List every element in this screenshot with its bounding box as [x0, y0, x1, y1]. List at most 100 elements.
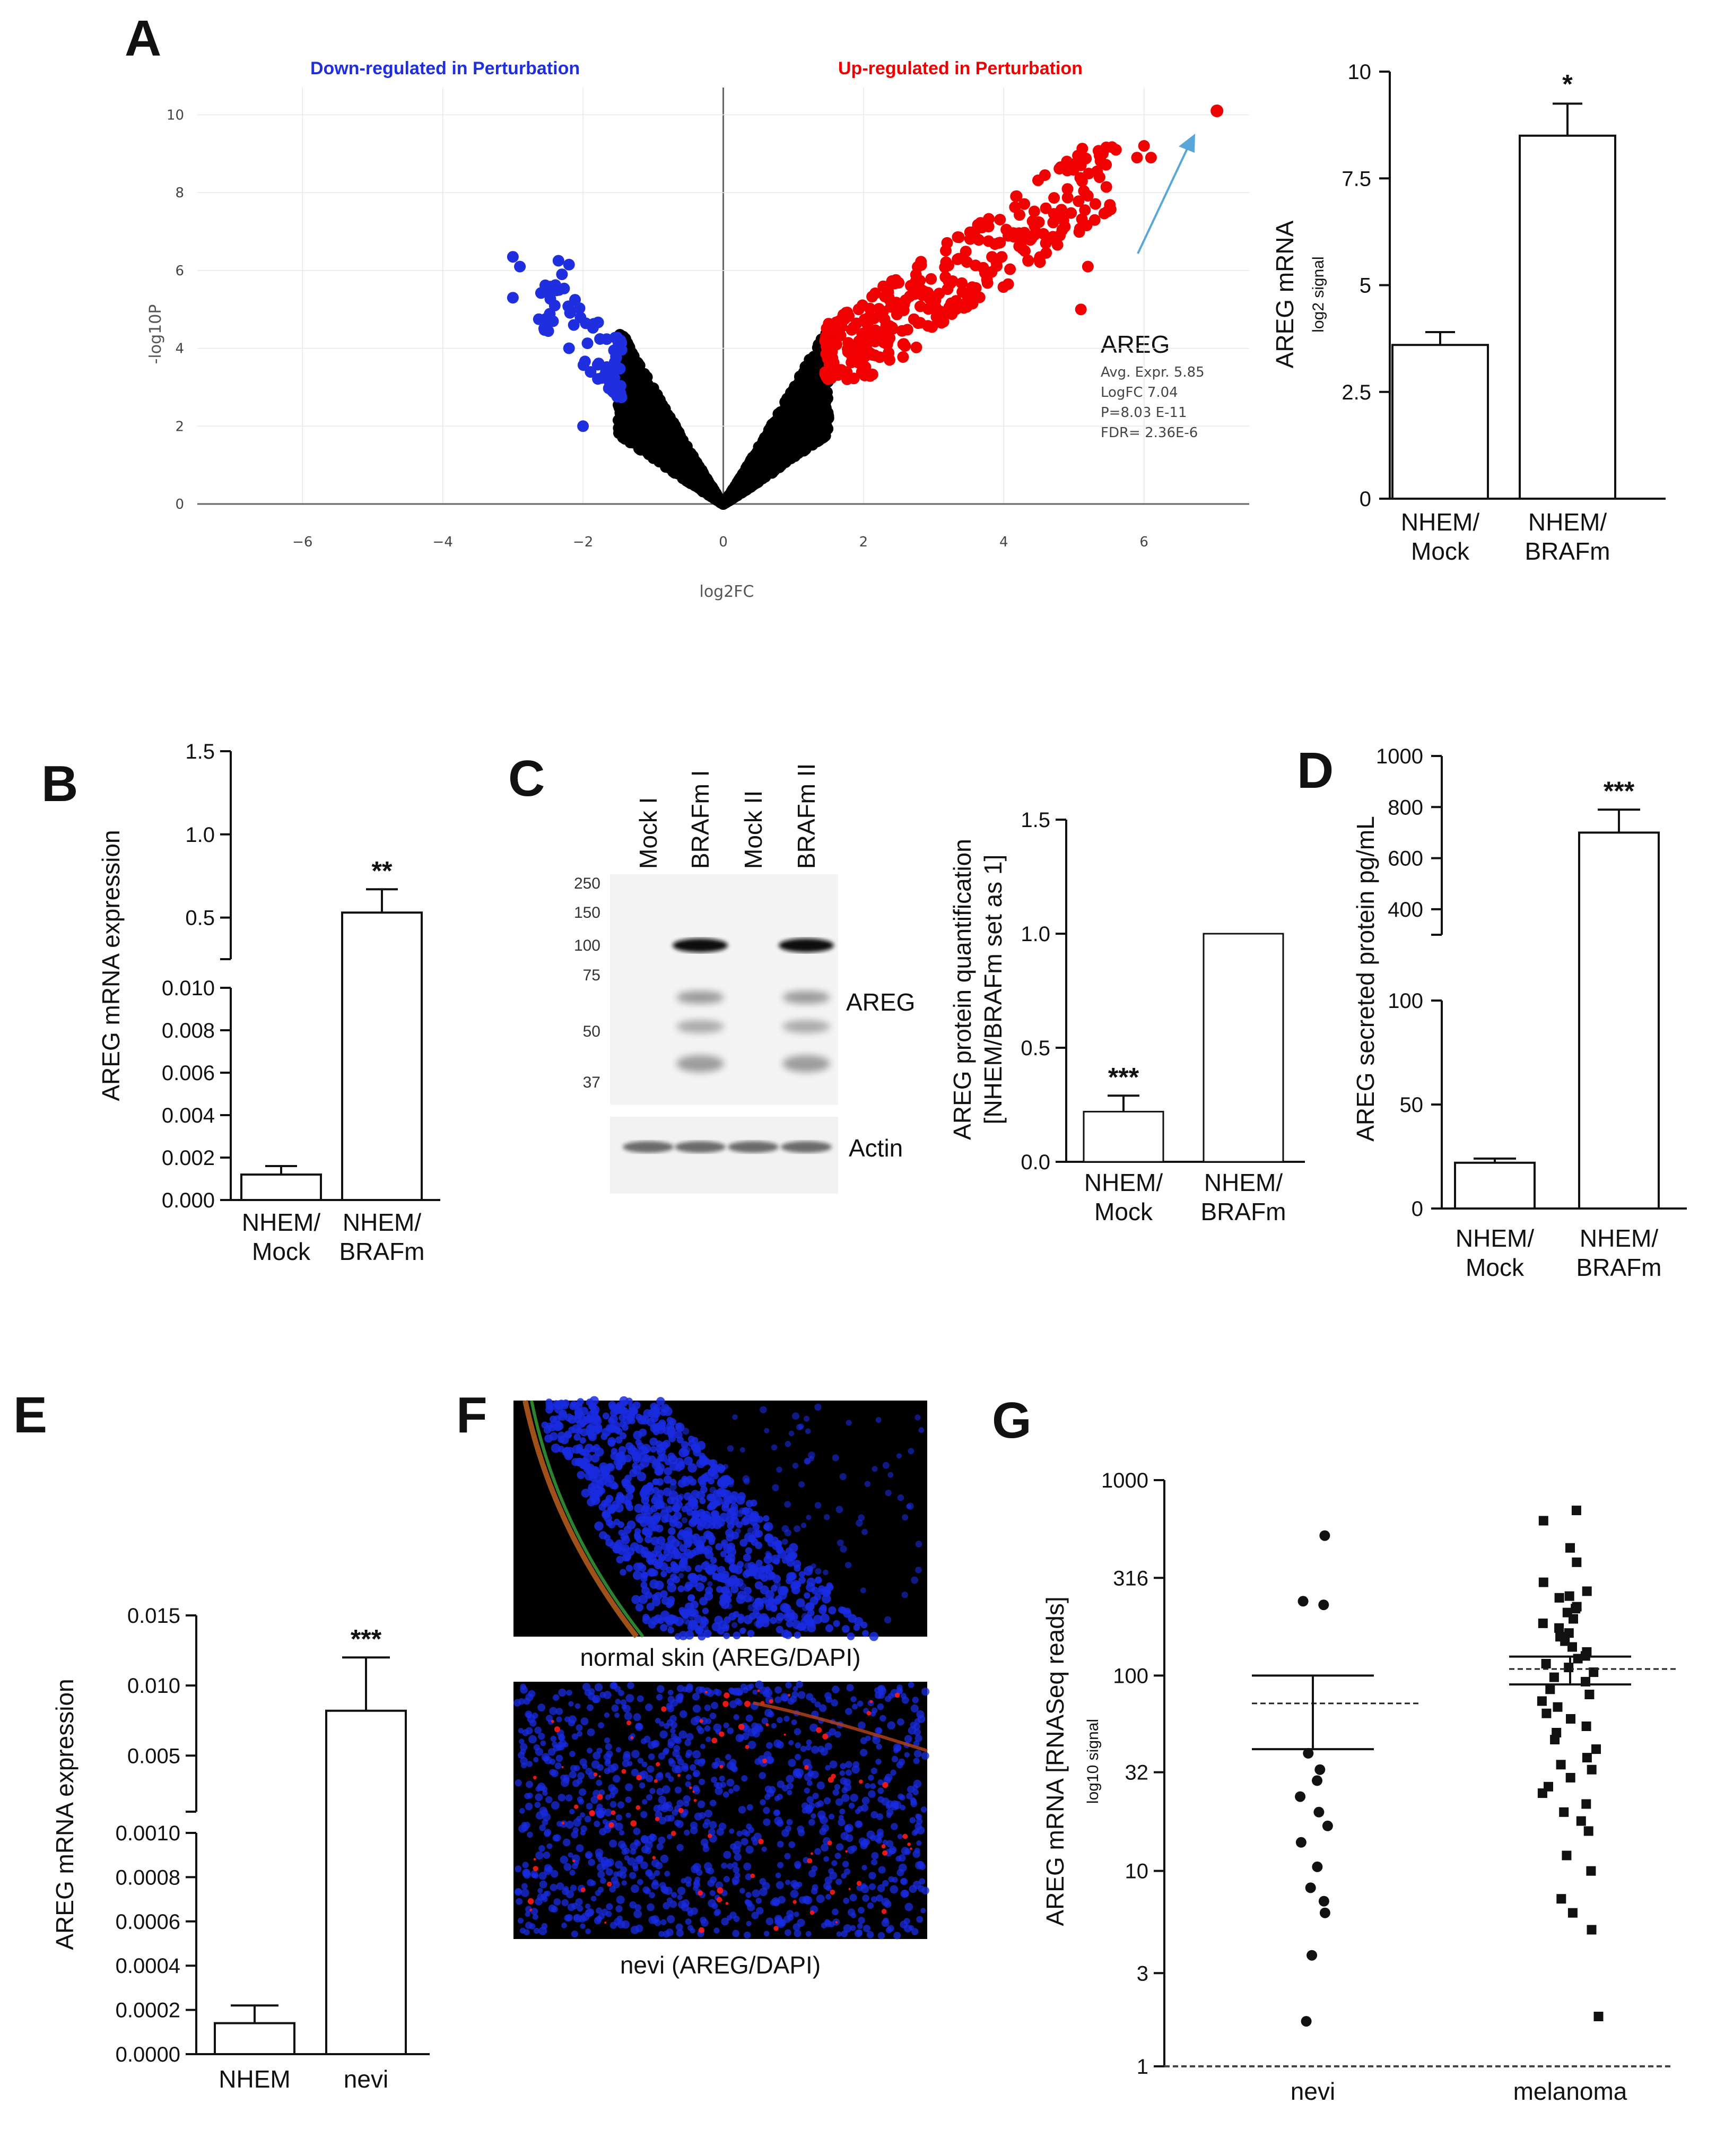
micrograph-bottom-nucleus: [746, 1920, 752, 1927]
micrograph-top-nucleus: [668, 1490, 678, 1500]
micrograph-bottom-nucleus: [660, 1919, 667, 1926]
micrograph-bottom-nucleus: [831, 1860, 838, 1866]
micrograph-bottom-nucleus: [666, 1897, 673, 1903]
micrograph-top-nucleus: [775, 1540, 782, 1547]
micrograph-top-nucleus: [579, 1419, 587, 1427]
micrograph-bottom-nucleus: [921, 1688, 930, 1696]
bar-a-y-tick-3: 7.5: [1342, 167, 1371, 190]
micrograph-top-nucleus: [660, 1570, 667, 1578]
micrographs: normal skin (AREG/DAPI) nevi (AREG/DAPI): [513, 1396, 930, 1979]
micrograph-bottom-nucleus: [913, 1750, 922, 1758]
micrograph-top-nucleus: [642, 1613, 650, 1621]
micrograph-bottom-nucleus: [580, 1825, 587, 1832]
micrograph-bottom-nucleus: [755, 1898, 762, 1904]
blot-band-40kda-0: [676, 1055, 724, 1072]
volcano-point-down: [592, 373, 604, 385]
micrograph-top-nucleus: [768, 1597, 776, 1605]
micrograph-top-nucleus: [550, 1420, 558, 1429]
micrograph-bottom-nucleus: [565, 1914, 573, 1922]
bar-b-y-tick-low-2: 0.004: [162, 1104, 215, 1127]
volcano-point-down: [556, 268, 568, 281]
bar-e-bar-0: [214, 2022, 295, 2056]
volcano-point-up: [1014, 209, 1025, 221]
micrograph-top-dermis-nucleus: [678, 1493, 684, 1499]
bar-e-y-tick-low-1: 0.0002: [116, 1999, 180, 2022]
blot-band-55kda-1: [782, 1020, 830, 1033]
micrograph-bottom-nucleus: [851, 1765, 860, 1774]
micrograph-top-nucleus: [576, 1444, 583, 1450]
micrograph-top-dermis-nucleus: [915, 1567, 922, 1573]
micrograph-top-nucleus: [658, 1555, 665, 1562]
micrograph-bottom-nucleus: [800, 1745, 807, 1752]
micrograph-bottom-nucleus: [891, 1755, 899, 1763]
micrograph-top-dermis-nucleus: [681, 1517, 688, 1524]
micrograph-bottom-nucleus: [868, 1775, 874, 1781]
micrograph-bottom-nucleus: [920, 1806, 927, 1813]
micrograph-top-dermis-nucleus: [682, 1428, 690, 1435]
bar-b-bar-0: [240, 1173, 322, 1201]
micrograph-bottom-nucleus: [621, 1704, 627, 1710]
volcano-point-neutral: [681, 466, 693, 478]
volcano-point-down: [540, 312, 552, 325]
micrograph-bottom-nucleus: [729, 1828, 735, 1834]
micrograph-bottom-nucleus: [621, 1880, 627, 1886]
micrograph-top-nucleus: [590, 1446, 597, 1453]
micrograph-top-nucleus: [825, 1624, 834, 1632]
micrograph-bottom-nucleus: [761, 1846, 767, 1852]
blot-band-actin-0: [623, 1141, 674, 1153]
volcano-y-tick-1: 2: [175, 419, 184, 434]
micrograph-bottom-nucleus: [704, 1725, 711, 1732]
micrograph-top-nucleus: [736, 1594, 746, 1604]
micrograph-top-dermis-nucleus: [768, 1572, 776, 1580]
micrograph-top-nucleus: [656, 1444, 664, 1453]
micrograph-top-nucleus: [594, 1521, 604, 1531]
micrograph-top-nucleus: [619, 1406, 627, 1414]
blot-band-70kda-0: [676, 991, 724, 1004]
bar-b-y-tick-low-1: 0.002: [162, 1146, 215, 1170]
volcano-point-up: [1019, 245, 1031, 257]
micrograph-top-nucleus: [612, 1482, 619, 1490]
volcano-point-neutral: [624, 434, 637, 446]
micrograph-top-nucleus: [710, 1557, 717, 1564]
micrograph-top-nucleus: [745, 1547, 753, 1554]
micrograph-top-dermis-nucleus: [739, 1447, 745, 1453]
volcano-point-up: [1022, 255, 1034, 267]
volcano-point-neutral: [771, 440, 783, 452]
bar-c-category-1-line-0: NHEM/: [1204, 1169, 1283, 1196]
micrograph-top-nucleus: [586, 1424, 595, 1434]
bar-d-y-tick-up-2: 800: [1388, 796, 1423, 819]
micrograph-bottom-nucleus: [738, 1806, 746, 1814]
micrograph-bottom-nucleus: [850, 1925, 856, 1931]
volcano-point-up: [922, 303, 935, 315]
micrograph-top-nucleus: [727, 1522, 735, 1529]
micrograph-bottom-nucleus: [596, 1779, 603, 1786]
micrograph-top-dermis-nucleus: [802, 1604, 809, 1612]
volcano-point-up: [946, 308, 958, 320]
micrograph-top-nucleus: [691, 1490, 700, 1499]
micrograph-bottom-nucleus: [659, 1882, 666, 1889]
volcano-point-up: [974, 217, 987, 229]
micrograph-top-nucleus: [719, 1512, 729, 1522]
micrograph-top-dermis-nucleus: [735, 1528, 741, 1534]
micrograph-bottom-nucleus: [552, 1694, 560, 1701]
micrograph-bottom-nucleus: [766, 1742, 773, 1749]
micrograph-bottom-nucleus: [637, 1724, 643, 1730]
micrograph-top-nucleus: [633, 1430, 642, 1440]
micrograph-bottom-nucleus: [909, 1817, 916, 1824]
volcano-point-neutral: [670, 456, 682, 468]
volcano-point-up: [961, 256, 973, 268]
micrograph-bottom-nucleus: [777, 1717, 783, 1724]
micrograph-bottom-nucleus: [633, 1909, 642, 1918]
micrograph-top-nucleus: [600, 1433, 608, 1440]
volcano-plot: Down-regulated in Perturbation Up-regula…: [146, 58, 1249, 601]
micrograph-bottom-nucleus: [898, 1863, 907, 1872]
volcano-point-up: [1028, 205, 1040, 218]
micrograph-bottom-nucleus: [908, 1682, 914, 1688]
micrograph-bottom-nucleus: [723, 1876, 730, 1883]
micrograph-bottom-nucleus: [615, 1822, 623, 1831]
bar-b-y-tick-low-4: 0.008: [162, 1019, 215, 1042]
bar-a-y-tick-4: 10: [1348, 60, 1372, 84]
micrograph-bottom-nucleus: [829, 1760, 838, 1769]
bar-b-bar-1: [341, 911, 423, 1201]
micrograph-top-nucleus: [720, 1551, 727, 1558]
